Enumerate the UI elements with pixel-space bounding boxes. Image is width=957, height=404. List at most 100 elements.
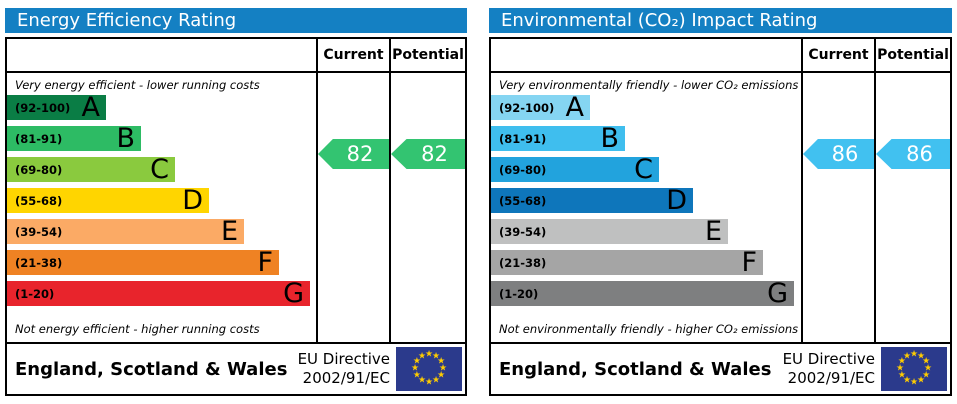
eu-flag-star-icon: ★ [437,356,446,367]
table-footer-row: England, Scotland & Wales EU Directive 2… [491,342,950,394]
current-column-header: Current [316,39,389,71]
rating-bands: (92-100) A (81-91) B (69-80) C (55-68) D (39-54)… [491,92,801,309]
eu-flag-star-icon: ★ [922,370,931,381]
eu-flag-star-icon: ★ [412,356,421,367]
eu-flag-star-icon: ★ [410,363,420,374]
current-column-header: Current [801,39,874,71]
table-header-row: Current Potential [7,39,465,73]
band-range-label: (1-20) [15,286,55,301]
table-header-row: Current Potential [491,39,950,73]
eu-flag-star-icon: ★ [916,351,926,362]
current-rating-cell: 82 [316,73,389,342]
eu-flag-icon: ★ ★ ★ ★ ★ ★ ★ ★ ★ ★ ★ ★ [881,347,947,391]
eu-flag-star-icon: ★ [417,351,427,362]
eu-flag-star-icon: ★ [424,349,434,360]
band-range-label: (21-38) [499,255,547,270]
rating-band-c: (69-80) C [7,154,175,185]
eu-flag-star-icon: ★ [417,375,427,386]
region-label: England, Scotland & Wales [499,358,772,380]
band-range-label: (1-20) [499,286,539,301]
rating-band-g: (1-20) G [7,278,310,309]
bands-cell: Very energy efficient - lower running co… [7,73,316,342]
potential-rating-arrow: 86 [876,139,950,169]
eu-directive-line1: EU Directive [782,350,875,369]
current-rating-arrow: 82 [318,139,389,169]
rating-band-f: (21-38) F [491,247,763,278]
rating-band-a: (92-100) A [491,92,590,123]
band-range-label: (69-80) [499,162,547,177]
eu-flag-star-icon: ★ [916,375,926,386]
table-footer-row: England, Scotland & Wales EU Directive 2… [7,342,465,394]
environmental-impact-panel: Environmental (CO₂) Impact Rating Curren… [489,8,952,396]
eu-directive-line2: 2002/91/EC [302,369,390,387]
band-letter-label: F [741,247,757,278]
band-letter-label: F [257,247,273,278]
band-letter-label: E [704,216,722,247]
eu-flag-icon: ★ ★ ★ ★ ★ ★ ★ ★ ★ ★ ★ ★ [396,347,462,391]
rating-band-f: (21-38) F [7,247,279,278]
band-range-label: (81-91) [499,131,547,146]
bottom-note: Not energy efficient - higher running co… [15,322,260,336]
environmental-impact-title: Environmental (CO₂) Impact Rating [489,8,952,33]
eu-flag-star-icon: ★ [412,370,421,381]
top-note: Very environmentally friendly - lower CO… [499,78,799,92]
band-letter-label: D [182,185,203,216]
potential-column-header: Potential [874,39,950,71]
rating-band-b: (81-91) B [7,125,141,152]
eu-flag-star-icon: ★ [909,377,919,388]
band-letter-label: A [565,92,584,123]
rating-band-g: (1-20) G [491,278,794,309]
energy-efficiency-table: Current Potential Very energy efficient … [5,37,467,396]
rating-bands: (92-100) A (81-91) B (69-80) C (55-68) D (39-54)… [7,92,316,309]
band-range-label: (39-54) [15,224,63,239]
current-rating-cell: 86 [801,73,874,342]
eu-flag-star-icon: ★ [897,356,906,367]
rating-band-d: (55-68) D [491,187,693,214]
eu-directive-line1: EU Directive [297,350,390,369]
energy-efficiency-panel: Energy Efficiency Rating Current Potenti… [5,8,467,396]
rating-band-a: (92-100) A [7,92,106,123]
potential-rating-arrow: 82 [391,139,465,169]
band-letter-label: G [283,278,304,309]
eu-flag-star-icon: ★ [909,349,919,360]
eu-flag-star-icon: ★ [438,363,448,374]
eu-flag-star-icon: ★ [897,370,906,381]
potential-rating-cell: 82 [389,73,465,342]
region-label: England, Scotland & Wales [15,358,288,380]
eu-directive-label: EU Directive 2002/91/EC [298,350,390,388]
eu-flag-star-icon: ★ [437,370,446,381]
current-rating-arrow: 86 [803,139,874,169]
eu-flag-star-icon: ★ [902,351,912,362]
header-spacer-cell [491,39,801,71]
band-letter-label: C [150,154,169,185]
eu-flag-star-icon: ★ [922,356,931,367]
band-range-label: (92-100) [15,100,71,115]
eu-directive-label: EU Directive 2002/91/EC [783,350,875,388]
band-range-label: (55-68) [499,193,547,208]
band-range-label: (92-100) [499,100,555,115]
rating-band-c: (69-80) C [491,156,659,183]
band-range-label: (21-38) [15,255,63,270]
header-spacer-cell [7,39,316,71]
potential-rating-cell: 86 [874,73,950,342]
band-range-label: (39-54) [499,224,547,239]
rating-band-e: (39-54) E [491,216,728,247]
band-letter-label: E [220,216,238,247]
table-body-row: Very energy efficient - lower running co… [7,73,465,342]
band-letter-label: G [767,278,788,309]
eu-flag-star-icon: ★ [424,377,434,388]
eu-flag-star-icon: ★ [431,351,441,362]
band-range-label: (69-80) [15,162,63,177]
table-body-row: Very environmentally friendly - lower CO… [491,73,950,342]
eu-flag-star-icon: ★ [895,363,905,374]
eu-flag-star-icon: ★ [923,363,933,374]
rating-band-d: (55-68) D [7,185,209,216]
bottom-note: Not environmentally friendly - higher CO… [499,322,799,336]
eu-directive-line2: 2002/91/EC [787,369,875,387]
top-note: Very energy efficient - lower running co… [15,78,260,92]
eu-flag-star-icon: ★ [902,375,912,386]
environmental-impact-table: Current Potential Very environmentally f… [489,37,952,396]
band-letter-label: A [81,92,100,123]
potential-column-header: Potential [389,39,465,71]
